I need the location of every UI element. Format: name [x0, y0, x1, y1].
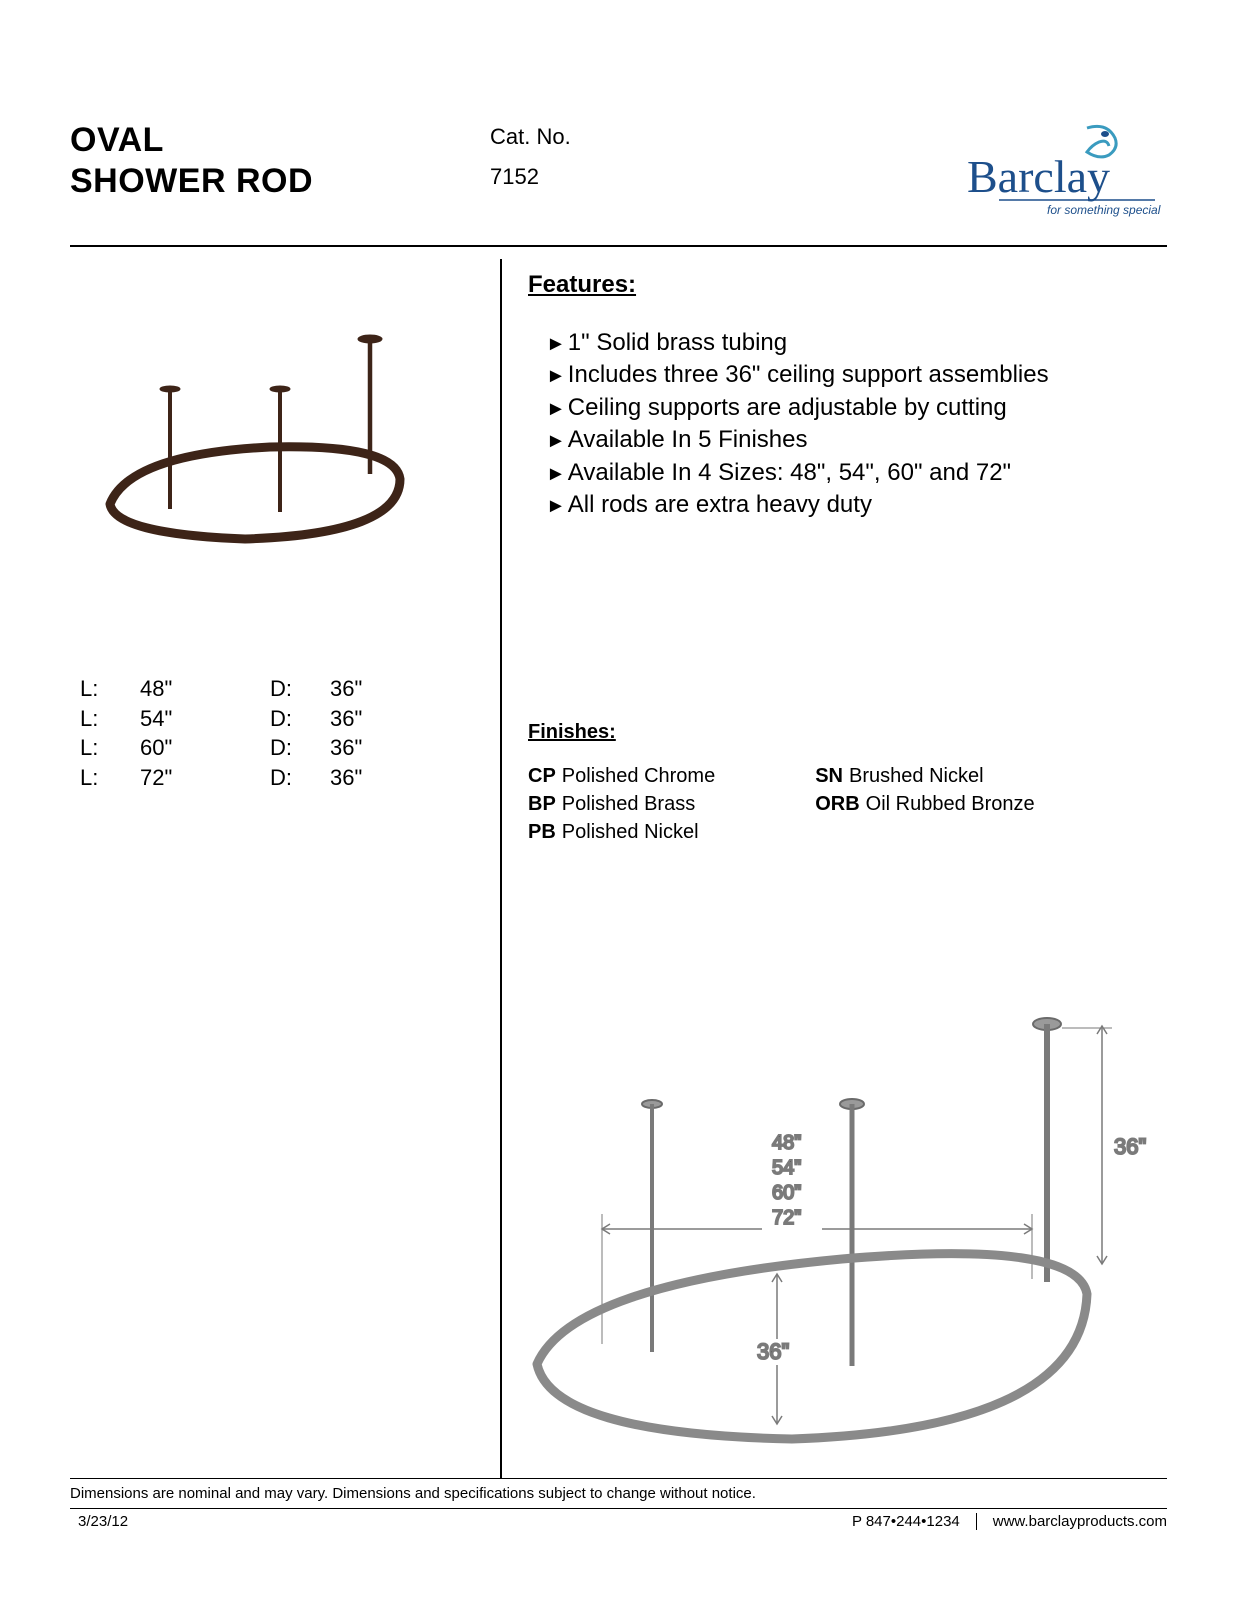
feature-item: 1" Solid brass tubing [546, 327, 1167, 359]
finish-name: Polished Nickel [562, 821, 699, 843]
footer-phone: P 847•244•1234 [852, 1513, 977, 1530]
dim-l-label: L: [80, 763, 140, 793]
diagram-height-label: 36" [1114, 1134, 1146, 1159]
finish-item: CP Polished Chrome [528, 762, 715, 790]
table-row: L: 48" D: 36" [80, 674, 480, 704]
brand-logo: Barclay for something special [770, 120, 1167, 225]
cat-number: 7152 [490, 164, 770, 190]
finish-item: PB Polished Nickel [528, 818, 715, 846]
footer-date: 3/23/12 [70, 1513, 852, 1530]
dim-l-value: 48" [140, 674, 270, 704]
finish-name: Oil Rubbed Bronze [866, 793, 1035, 815]
diagram-width-1: 48" [772, 1132, 801, 1154]
dim-d-value: 36" [330, 763, 390, 793]
features-list: 1" Solid brass tubing Includes three 36"… [528, 327, 1167, 521]
finish-code: ORB [815, 793, 859, 815]
dim-l-value: 54" [140, 704, 270, 734]
feature-item: Includes three 36" ceiling support assem… [546, 359, 1167, 391]
finish-item: ORB Oil Rubbed Bronze [815, 790, 1034, 818]
finish-code: CP [528, 765, 556, 787]
table-row: L: 60" D: 36" [80, 733, 480, 763]
right-column: Features: 1" Solid brass tubing Includes… [500, 259, 1167, 1479]
features-heading: Features: [528, 271, 1167, 299]
dim-l-label: L: [80, 674, 140, 704]
dim-d-value: 36" [330, 733, 390, 763]
dimensions-table: L: 48" D: 36" L: 54" D: 36" L: 60" D: 36… [80, 674, 480, 793]
diagram-width-3: 60" [772, 1182, 801, 1204]
finish-code: BP [528, 793, 556, 815]
diagram-depth-label: 36" [757, 1339, 789, 1364]
finish-item: BP Polished Brass [528, 790, 715, 818]
feature-item: Available In 4 Sizes: 48", 54", 60" and … [546, 457, 1167, 489]
dim-d-label: D: [270, 733, 330, 763]
footer-url: www.barclayproducts.com [977, 1513, 1167, 1530]
dim-d-label: D: [270, 704, 330, 734]
cat-label: Cat. No. [490, 124, 770, 150]
page-header: OVAL SHOWER ROD Cat. No. 7152 Barclay fo… [70, 120, 1167, 247]
table-row: L: 54" D: 36" [80, 704, 480, 734]
page-footer: Dimensions are nominal and may vary. Dim… [70, 1478, 1167, 1530]
finishes-col-2: SN Brushed Nickel ORB Oil Rubbed Bronze [815, 762, 1034, 846]
finishes-grid: CP Polished Chrome BP Polished Brass PB Pol… [528, 762, 1167, 846]
dim-d-value: 36" [330, 704, 390, 734]
barclay-logo-icon: Barclay for something special [937, 120, 1167, 220]
title-line-1: OVAL [70, 121, 164, 159]
finishes-col-1: CP Polished Chrome BP Polished Brass PB Pol… [528, 762, 715, 846]
svg-text:Barclay: Barclay [967, 151, 1110, 202]
left-column: L: 48" D: 36" L: 54" D: 36" L: 60" D: 36… [70, 259, 500, 1479]
diagram-width-2: 54" [772, 1157, 801, 1179]
dim-d-label: D: [270, 763, 330, 793]
table-row: L: 72" D: 36" [80, 763, 480, 793]
product-title: OVAL SHOWER ROD [70, 120, 490, 202]
finishes-heading: Finishes: [528, 721, 1167, 744]
dimension-diagram: 36" 48" 54" 60" 72" [502, 984, 1167, 1479]
finish-name: Polished Chrome [562, 765, 715, 787]
finish-code: PB [528, 821, 556, 843]
finish-code: SN [815, 765, 843, 787]
diagram-width-4: 72" [772, 1207, 801, 1229]
dim-l-value: 60" [140, 733, 270, 763]
product-render [70, 299, 480, 584]
feature-item: Available In 5 Finishes [546, 424, 1167, 456]
feature-item: Ceiling supports are adjustable by cutti… [546, 392, 1167, 424]
dim-l-label: L: [80, 704, 140, 734]
svg-text:for something special: for something special [1047, 203, 1161, 217]
finish-item: SN Brushed Nickel [815, 762, 1034, 790]
finish-name: Polished Brass [562, 793, 695, 815]
finish-name: Brushed Nickel [849, 765, 984, 787]
disclaimer-text: Dimensions are nominal and may vary. Dim… [70, 1478, 1167, 1509]
dim-l-label: L: [80, 733, 140, 763]
catalog-block: Cat. No. 7152 [490, 120, 770, 190]
dim-d-label: D: [270, 674, 330, 704]
feature-item: All rods are extra heavy duty [546, 489, 1167, 521]
title-line-2: SHOWER ROD [70, 162, 313, 200]
dim-d-value: 36" [330, 674, 390, 704]
dim-l-value: 72" [140, 763, 270, 793]
